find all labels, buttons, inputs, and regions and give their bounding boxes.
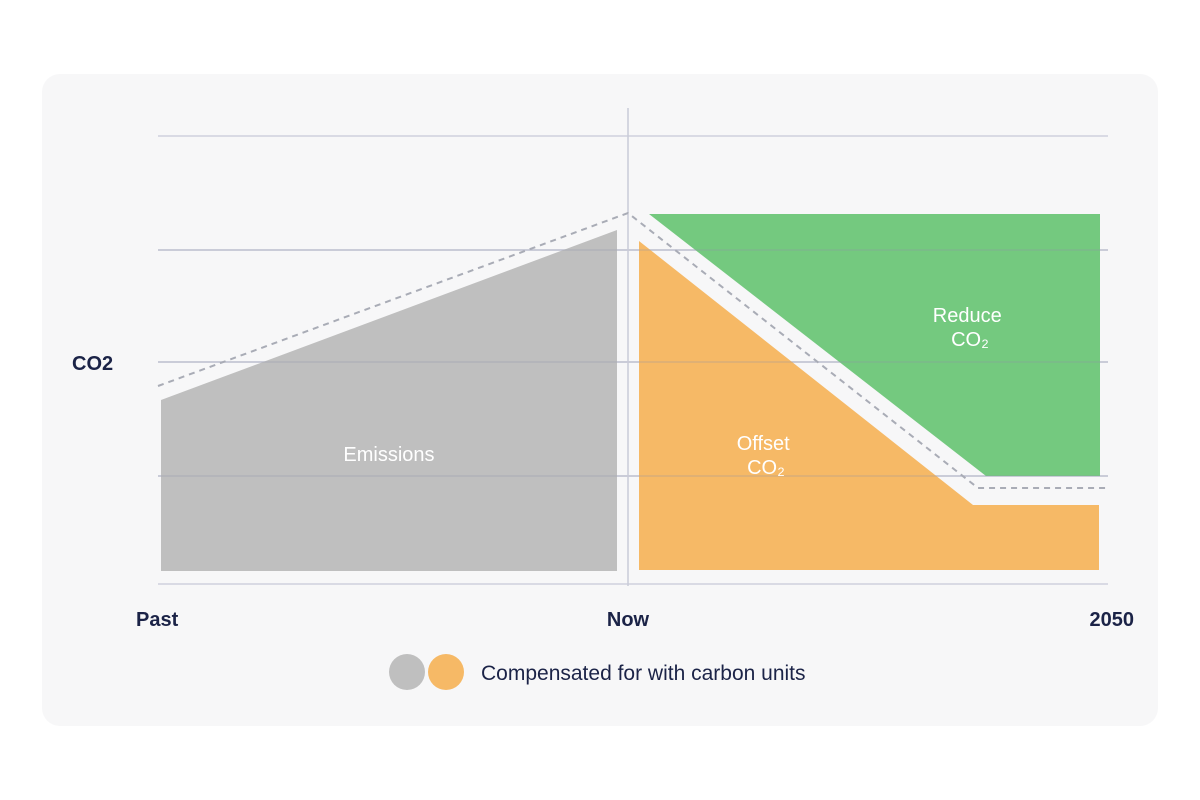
- emissions-area: [161, 230, 617, 571]
- x-tick-label: Now: [607, 609, 650, 631]
- legend-swatch-emissions: [389, 654, 425, 690]
- offset-label: Offset CO₂: [737, 433, 796, 479]
- legend: Compensated for with carbon units: [389, 654, 806, 690]
- reduce-area: [649, 214, 1100, 476]
- gridlines-overlay: [158, 249, 1108, 477]
- x-tick-label: 2050: [1090, 609, 1135, 631]
- offset-area: [639, 241, 1099, 570]
- legend-swatch-offset: [428, 654, 464, 690]
- y-axis-label: CO2: [72, 353, 113, 375]
- legend-text: Compensated for with carbon units: [481, 662, 806, 685]
- reduce-label: Reduce CO₂: [933, 305, 1008, 351]
- x-tick-label: Past: [136, 609, 179, 631]
- emissions-label: Emissions: [343, 444, 434, 466]
